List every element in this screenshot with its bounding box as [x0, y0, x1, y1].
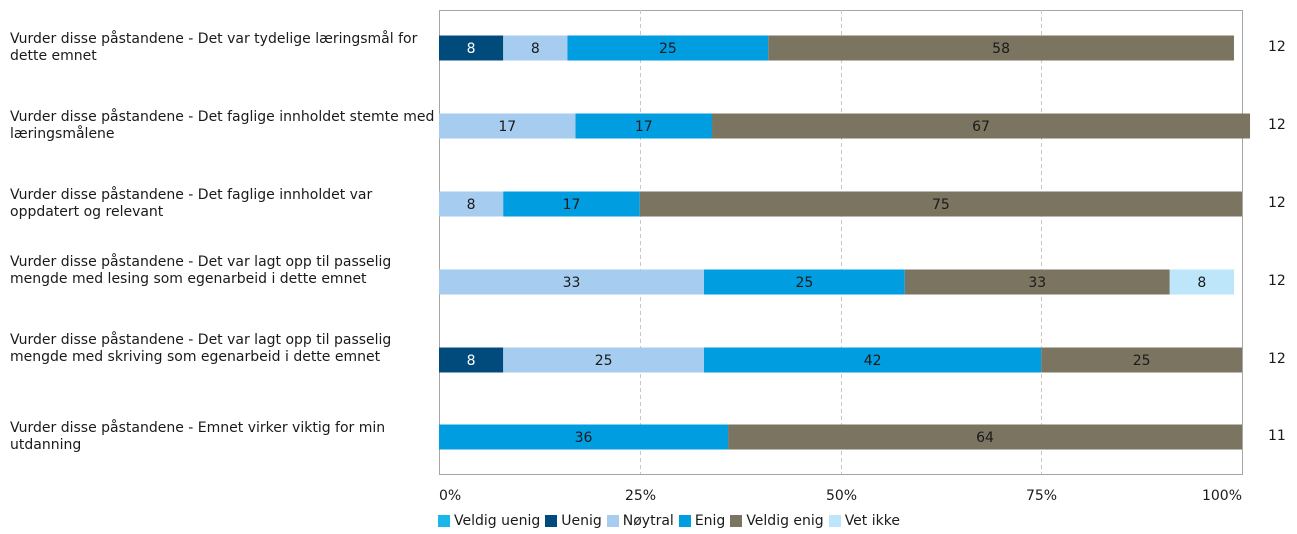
response-count: 12	[1268, 39, 1286, 55]
data-label: 64	[976, 430, 994, 446]
data-label: 58	[992, 41, 1010, 57]
bar-segment	[768, 35, 1234, 61]
question-label: Vurder disse påstandene - Det var tydeli…	[10, 31, 418, 64]
question-label: Vurder disse påstandene - Det faglige in…	[10, 109, 435, 142]
x-tick-label: 100%	[1202, 488, 1242, 504]
bar-segment	[703, 347, 1042, 373]
bar-segment	[439, 35, 504, 61]
legend-item: Veldig uenig	[438, 513, 540, 529]
data-label: 8	[467, 197, 476, 213]
legend-item: Nøytral	[606, 513, 674, 529]
data-label: 75	[932, 197, 950, 213]
legend-swatch	[678, 515, 691, 527]
legend-swatch	[606, 515, 619, 527]
response-count: 12	[1268, 273, 1286, 289]
legend-label: Veldig enig	[746, 513, 824, 529]
bar-segment	[1041, 347, 1242, 373]
data-label: 33	[1028, 275, 1046, 291]
data-label: 36	[575, 430, 593, 446]
data-label: 25	[659, 41, 677, 57]
legend-item: Vet ikke	[828, 513, 900, 529]
legend-label: Vet ikke	[844, 513, 900, 529]
question-label: Vurder disse påstandene - Det var lagt o…	[10, 254, 392, 287]
data-label: 25	[795, 275, 813, 291]
legend-swatch	[828, 515, 841, 527]
bar-segment	[567, 35, 769, 61]
bar-segment	[503, 347, 704, 373]
question-label: Vurder disse påstandene - Emnet virker v…	[10, 420, 386, 453]
question-label: Vurder disse påstandene - Det var lagt o…	[10, 332, 392, 365]
bar-segment	[503, 191, 640, 217]
legend-label: Nøytral	[622, 513, 674, 529]
legend-swatch	[545, 515, 558, 527]
bar-segment	[439, 113, 576, 139]
response-count: 11	[1268, 428, 1286, 444]
data-label: 42	[864, 353, 882, 369]
data-label: 8	[467, 353, 476, 369]
legend-swatch	[730, 515, 743, 527]
x-tick-label: 25%	[625, 488, 656, 504]
bar-segment	[439, 347, 504, 373]
response-count: 12	[1268, 351, 1286, 367]
data-label: 33	[563, 275, 581, 291]
bar-segment	[575, 113, 713, 139]
bar-segment	[439, 191, 504, 217]
data-label: 17	[563, 197, 581, 213]
legend-label: Uenig	[561, 513, 602, 529]
x-tick-label: 0%	[439, 488, 461, 504]
data-label: 25	[1133, 353, 1151, 369]
data-label: 17	[498, 119, 516, 135]
bar-segment	[728, 424, 1242, 450]
data-label: 25	[595, 353, 613, 369]
bar-segment	[712, 113, 1251, 139]
data-label: 8	[1197, 275, 1206, 291]
question-label: Vurder disse påstandene - Det faglige in…	[10, 187, 373, 220]
legend-item: Uenig	[545, 513, 602, 529]
legend-label: Veldig uenig	[454, 513, 541, 529]
data-label: 8	[531, 41, 540, 57]
bar-segment	[703, 269, 905, 295]
legend-item: Enig	[678, 513, 726, 529]
bar-segment	[503, 35, 568, 61]
x-tick-label: 50%	[826, 488, 857, 504]
legend-label: Enig	[694, 513, 726, 529]
response-count: 12	[1268, 117, 1286, 133]
data-label: 8	[467, 41, 476, 57]
x-tick-label: 75%	[1026, 488, 1057, 504]
legend-item: Veldig enig	[730, 513, 824, 529]
response-count: 12	[1268, 195, 1286, 211]
data-label: 67	[972, 119, 990, 135]
legend-swatch	[438, 515, 450, 527]
bar-segment	[904, 269, 1170, 295]
bar-segment	[439, 269, 704, 295]
bar-segment	[439, 424, 729, 450]
data-label: 17	[635, 119, 653, 135]
bar-segment	[1169, 269, 1234, 295]
bar-segment	[639, 191, 1242, 217]
chart-legend: Veldig uenig Uenig Nøytral Enig Veldig enig V…	[438, 513, 905, 529]
